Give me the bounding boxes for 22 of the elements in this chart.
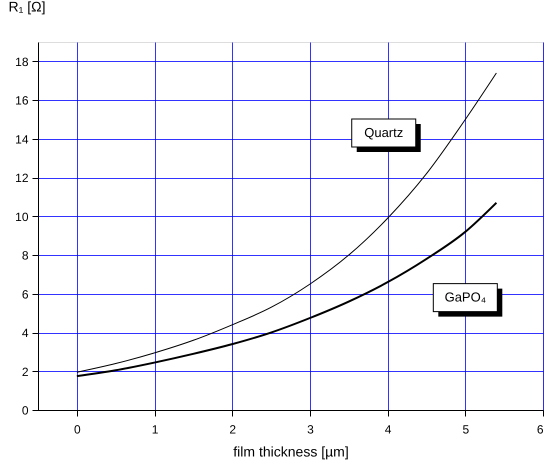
x-tick-label: 5	[462, 422, 470, 436]
x-tick-label: 6	[536, 422, 544, 436]
x-tick-label: 0	[74, 422, 81, 436]
y-tick-label: 8	[22, 248, 29, 263]
y-tick-label: 2	[22, 364, 29, 379]
x-axis-title: film thickness [µm]	[233, 444, 349, 460]
y-tick-label: 6	[22, 287, 29, 302]
y-axis-title: R₁ [Ω]	[8, 0, 46, 14]
y-tick-label: 10	[15, 210, 29, 224]
y-tick-label: 16	[15, 94, 29, 108]
x-tick-label: 4	[384, 422, 392, 436]
text: Quartz	[364, 125, 404, 140]
x-tick-label: 1	[152, 422, 159, 436]
y-tick-label: 4	[22, 326, 29, 340]
line-series	[76, 72, 497, 373]
x-tick-label: 3	[307, 422, 314, 436]
y-tick-label: 18	[15, 54, 29, 69]
y-tick-label: 14	[15, 132, 29, 146]
x-tick-label: 2	[229, 422, 236, 436]
text: GaPO₄	[444, 290, 486, 305]
y-tick-label: 0	[22, 404, 29, 418]
y-tick-label: 12	[15, 171, 29, 186]
